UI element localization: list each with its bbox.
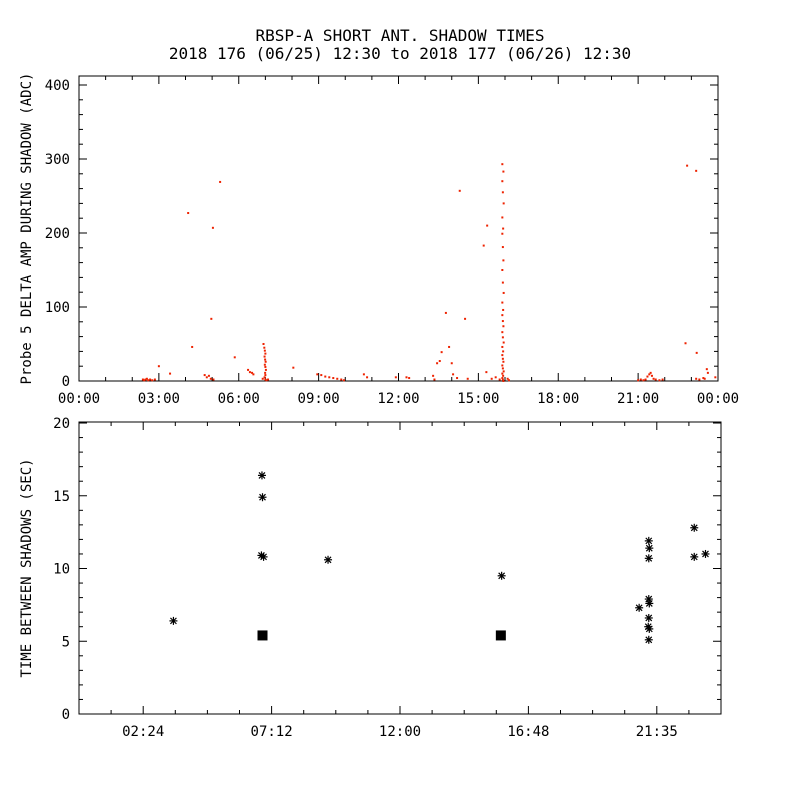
bottom-tick-labels: 02:24 07:12 12:00 16:48 21:35 0 5 10 15 20: [53, 416, 678, 740]
top-frame: [78, 75, 719, 382]
x-tick-label: 21:35: [636, 724, 678, 740]
asterisk-marker: [169, 616, 178, 625]
top-panel: 00:00 03:00 06:00 09:00 12:00 15:00 18:00 21:00…: [19, 73, 739, 407]
x-tick-label: 12:00: [377, 391, 419, 407]
y-tick-label: 15: [53, 489, 70, 505]
asterisk-marker: [645, 599, 654, 608]
x-tick-label: 00:00: [58, 391, 100, 407]
asterisk-marker: [644, 613, 653, 622]
y-tick-label: 0: [62, 374, 70, 390]
asterisk-marker: [644, 536, 653, 545]
asterisk-marker: [644, 554, 653, 563]
x-tick-label: 15:00: [457, 391, 499, 407]
bottom-panel: 02:24 07:12 12:00 16:48 21:35 0 5 10 15 20 TIME BE…: [19, 416, 722, 740]
bottom-y-axis-title: TIME BETWEEN SHADOWS (SEC): [19, 458, 35, 677]
y-tick-label: 20: [53, 416, 70, 432]
top-axis-ticks: [78, 76, 719, 382]
asterisk-marker: [259, 552, 268, 561]
asterisk-marker: [645, 624, 654, 633]
x-tick-label: 12:00: [379, 724, 421, 740]
asterisk-marker: [701, 549, 710, 558]
x-tick-label: 02:24: [122, 724, 164, 740]
asterisk-marker: [324, 555, 333, 564]
x-tick-label: 18:00: [537, 391, 579, 407]
filled-square-marker: [257, 630, 268, 641]
x-tick-label: 03:00: [138, 391, 180, 407]
bottom-frame: [78, 421, 722, 715]
y-tick-label: 0: [62, 707, 70, 723]
x-tick-label: 07:12: [251, 724, 293, 740]
asterisk-marker: [645, 544, 654, 553]
asterisk-marker: [690, 552, 699, 561]
x-tick-label: 21:00: [617, 391, 659, 407]
asterisk-marker: [497, 571, 506, 580]
asterisk-marker: [644, 635, 653, 644]
asterisk-marker: [258, 493, 267, 502]
x-tick-label: 06:00: [218, 391, 260, 407]
x-tick-label: 09:00: [298, 391, 340, 407]
filled-square-marker: [495, 630, 506, 641]
y-tick-label: 10: [53, 562, 70, 578]
asterisk-marker: [635, 603, 644, 612]
y-tick-label: 5: [62, 634, 70, 650]
bottom-data-points: [169, 471, 710, 644]
asterisk-marker: [690, 523, 699, 532]
bottom-axis-ticks: [78, 422, 722, 715]
chart-title: RBSP-A SHORT ANT. SHADOW TIMES: [255, 26, 545, 45]
top-y-axis-title: Probe 5 DELTA AMP DURING SHADOW (ADC): [19, 73, 35, 385]
y-tick-label: 400: [45, 78, 70, 94]
y-tick-label: 300: [45, 152, 70, 168]
y-tick-label: 100: [45, 300, 70, 316]
x-tick-label: 16:48: [507, 724, 549, 740]
top-data-points: [141, 163, 717, 382]
y-tick-label: 200: [45, 226, 70, 242]
asterisk-marker: [257, 471, 266, 480]
x-tick-label: 00:00: [697, 391, 739, 407]
top-tick-labels: 00:00 03:00 06:00 09:00 12:00 15:00 18:00 21:00…: [45, 78, 739, 407]
chart-subtitle: 2018 176 (06/25) 12:30 to 2018 177 (06/2…: [168, 44, 632, 63]
